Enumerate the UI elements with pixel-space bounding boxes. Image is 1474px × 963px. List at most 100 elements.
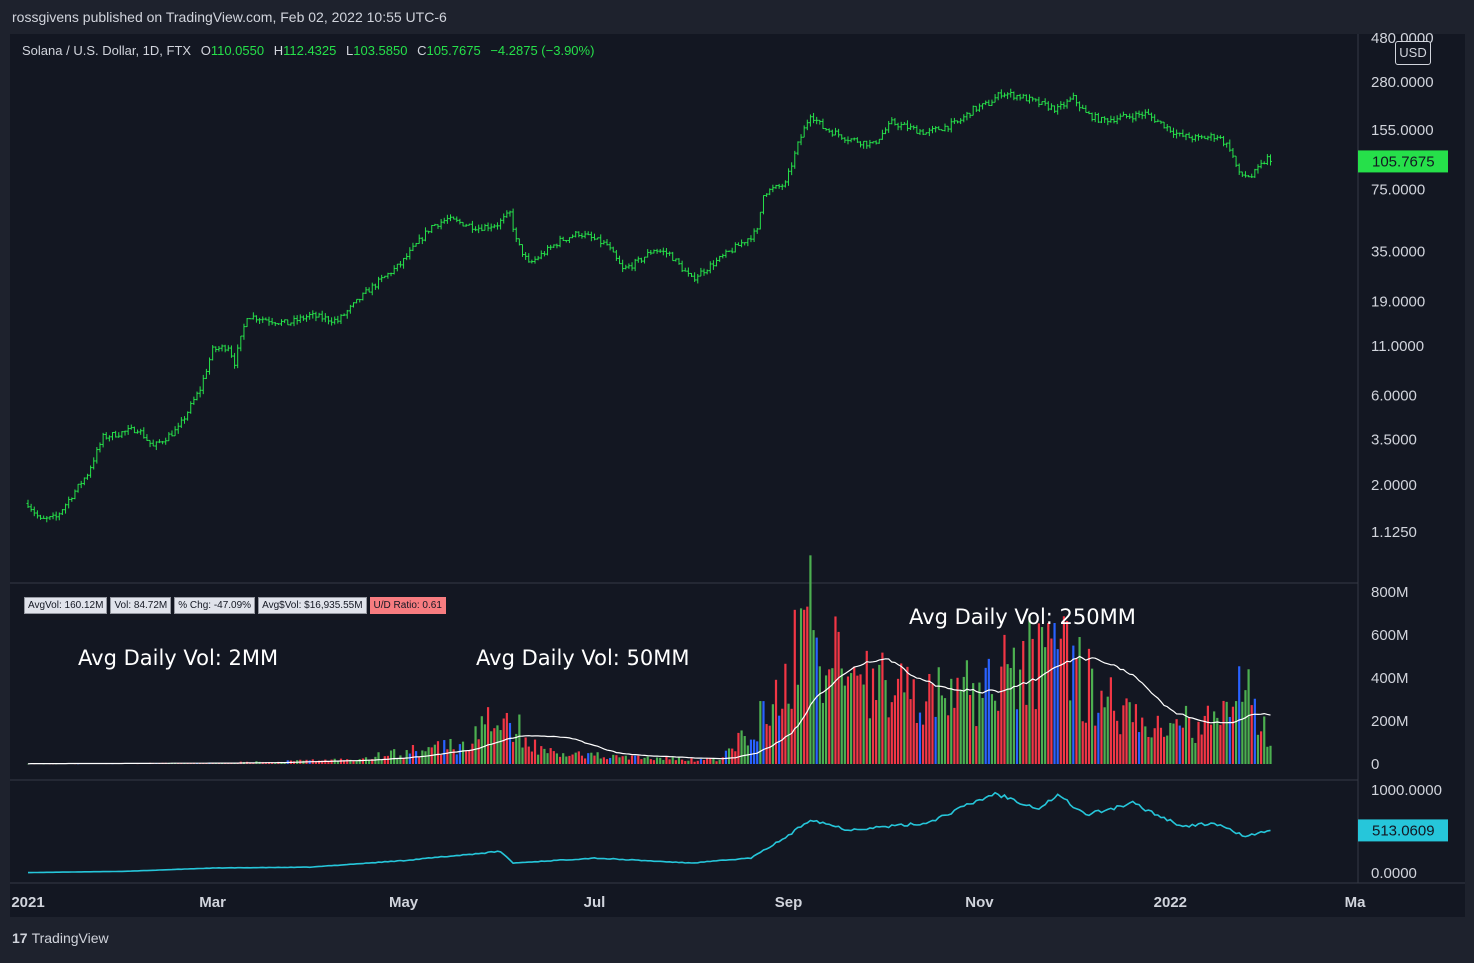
volume-bar bbox=[1019, 669, 1022, 764]
volume-bar bbox=[1191, 737, 1194, 764]
volume-bar bbox=[1231, 706, 1235, 764]
volume-bar bbox=[568, 755, 571, 764]
volume-bar bbox=[421, 750, 424, 764]
annotation-avg-vol-2mm: Avg Daily Vol: 2MM bbox=[78, 646, 279, 670]
avg-dollar-vol-badge: Avg$Vol: $16,935.55M bbox=[258, 597, 367, 614]
rs-axis-tick-label: 0.0000 bbox=[1371, 865, 1417, 882]
volume-bar bbox=[483, 724, 487, 764]
volume-bar bbox=[327, 761, 330, 764]
volume-bar bbox=[1181, 727, 1184, 764]
volume-bar bbox=[1025, 704, 1028, 764]
high-label: H bbox=[273, 43, 284, 58]
volume-bar bbox=[875, 700, 878, 764]
volume-bar bbox=[815, 637, 818, 764]
volume-bar bbox=[1087, 648, 1091, 764]
brand-name: TradingView bbox=[31, 930, 109, 946]
volume-bar bbox=[630, 755, 634, 764]
volume-bar bbox=[609, 757, 612, 764]
volume-bar bbox=[718, 759, 721, 764]
volume-bar bbox=[1040, 627, 1044, 764]
volume-bar bbox=[762, 701, 765, 764]
volume-bar bbox=[1084, 722, 1087, 764]
volume-bar bbox=[1015, 709, 1019, 764]
volume-bar bbox=[1044, 647, 1047, 764]
volume-bar bbox=[1150, 737, 1153, 764]
last-price-label: 105.7675 bbox=[1372, 153, 1435, 170]
volume-bar bbox=[1194, 742, 1197, 764]
volume-bar bbox=[446, 749, 449, 764]
volume-bar bbox=[803, 609, 806, 764]
volume-bar bbox=[621, 756, 624, 764]
volume-bar bbox=[749, 739, 753, 764]
volume-bar bbox=[1056, 649, 1059, 764]
volume-bar bbox=[918, 712, 922, 764]
volume-bar bbox=[1128, 702, 1131, 764]
volume-bar bbox=[1175, 719, 1178, 764]
volume-bar bbox=[1153, 728, 1156, 764]
volume-bar bbox=[1188, 717, 1191, 764]
volume-bar bbox=[696, 760, 699, 764]
volume-bar bbox=[909, 699, 912, 764]
currency-button[interactable]: USD bbox=[1395, 41, 1431, 65]
volume-bar bbox=[821, 702, 825, 764]
volume-bar bbox=[950, 678, 953, 764]
volume-bar bbox=[959, 690, 962, 764]
volume-bar bbox=[499, 730, 502, 764]
volume-bar bbox=[965, 660, 969, 764]
volume-bar bbox=[1250, 705, 1253, 764]
volume-bar bbox=[655, 757, 659, 764]
volume-bar bbox=[599, 758, 602, 764]
volume-bar bbox=[602, 757, 605, 764]
volume-bar bbox=[934, 716, 937, 764]
volume-bar bbox=[1078, 637, 1081, 764]
time-axis-tick-label: 2021 bbox=[11, 894, 44, 911]
volume-bar bbox=[668, 759, 671, 764]
volume-bar bbox=[361, 758, 364, 764]
volume-bar bbox=[1156, 715, 1159, 764]
pct-chg-badge: % Chg: -47.09% bbox=[174, 597, 256, 614]
price-bars bbox=[26, 88, 1272, 523]
volume-bar bbox=[1125, 698, 1128, 764]
volume-bar bbox=[759, 701, 762, 764]
volume-bar bbox=[1022, 640, 1025, 764]
volume-bar bbox=[699, 759, 702, 764]
volume-bar bbox=[687, 760, 690, 764]
volume-bar bbox=[1253, 698, 1256, 764]
volume-bar bbox=[1137, 732, 1141, 764]
volume-bar bbox=[1241, 701, 1244, 764]
volume-bar bbox=[831, 668, 834, 764]
symbol-name[interactable]: Solana / U.S. Dollar, 1D, FTX bbox=[22, 43, 192, 58]
volume-bar bbox=[502, 718, 505, 764]
volume-bar bbox=[990, 694, 994, 764]
volume-bar bbox=[486, 707, 490, 764]
price-axis-tick-label: 3.5000 bbox=[1371, 432, 1417, 449]
volume-bar bbox=[900, 663, 903, 764]
volume-axis-tick-label: 600M bbox=[1371, 627, 1409, 644]
volume-bar bbox=[583, 758, 587, 764]
rs-last-value-label: 513.0609 bbox=[1372, 822, 1435, 839]
volume-bar bbox=[925, 701, 928, 764]
volume-bar bbox=[468, 750, 471, 764]
annotation-avg-vol-250mm: Avg Daily Vol: 250MM bbox=[909, 605, 1136, 629]
time-axis-tick-label: Jul bbox=[584, 894, 606, 911]
volume-bar bbox=[912, 679, 915, 764]
volume-bar bbox=[1213, 711, 1216, 764]
footer-brand[interactable]: 17 TradingView bbox=[12, 930, 109, 954]
volume-bar bbox=[211, 763, 214, 764]
volume-bar bbox=[527, 746, 530, 764]
volume-bar bbox=[1238, 666, 1241, 764]
volume-bar bbox=[684, 761, 687, 764]
volume-bar bbox=[1206, 705, 1210, 764]
volume-bar bbox=[377, 752, 380, 764]
volume-bar bbox=[414, 751, 418, 764]
volume-bar bbox=[524, 737, 527, 764]
close-value: 105.7675 bbox=[426, 43, 481, 58]
volume-bar bbox=[521, 747, 524, 764]
time-axis-tick-label: Sep bbox=[775, 894, 803, 911]
volume-bar bbox=[1244, 690, 1247, 764]
volume-bar bbox=[549, 748, 552, 764]
volume-bar bbox=[577, 751, 580, 764]
volume-bar bbox=[26, 763, 30, 765]
time-axis-tick-label: May bbox=[389, 894, 419, 911]
